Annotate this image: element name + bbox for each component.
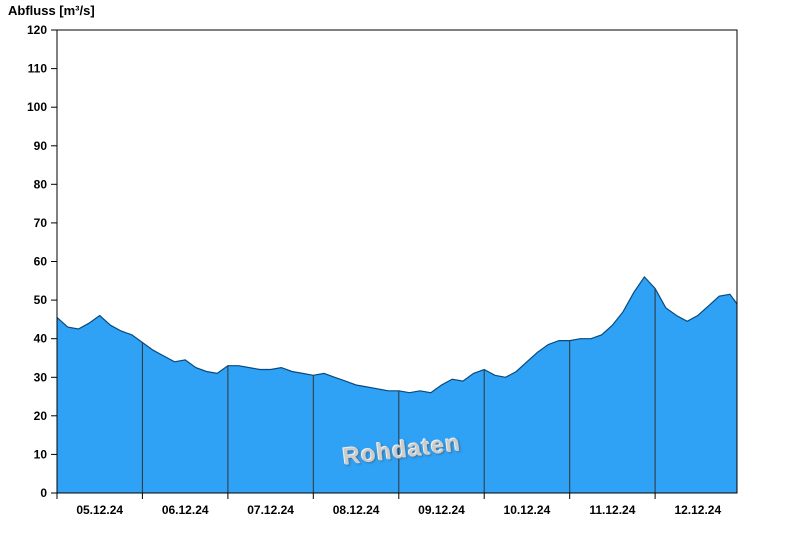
y-axis-tick-label: 40 bbox=[34, 332, 48, 346]
y-axis-tick-label: 80 bbox=[34, 177, 48, 191]
x-axis-tick-label: 10.12.24 bbox=[504, 503, 551, 517]
x-axis-tick-label: 05.12.24 bbox=[76, 503, 123, 517]
y-axis-tick-label: 10 bbox=[34, 447, 48, 461]
x-axis-tick-label: 11.12.24 bbox=[589, 503, 635, 517]
y-axis-tick-label: 50 bbox=[34, 293, 48, 307]
x-axis-tick-label: 06.12.24 bbox=[162, 503, 209, 517]
y-axis-tick-label: 20 bbox=[34, 409, 48, 423]
y-axis-tick-label: 120 bbox=[27, 23, 47, 37]
x-axis-tick-label: 09.12.24 bbox=[418, 503, 465, 517]
y-axis-tick-label: 90 bbox=[34, 139, 48, 153]
series-outline bbox=[56, 275, 738, 394]
y-axis-tick-label: 60 bbox=[34, 255, 48, 269]
x-axis-tick-label: 07.12.24 bbox=[247, 503, 294, 517]
y-axis-tick-label: 100 bbox=[27, 100, 47, 114]
chart-title: Abfluss [m³/s] bbox=[8, 3, 95, 18]
y-axis-tick-label: 30 bbox=[34, 370, 48, 384]
y-axis-tick-label: 70 bbox=[34, 216, 48, 230]
x-axis-tick-label: 12.12.24 bbox=[674, 503, 721, 517]
area-series-rohdaten bbox=[57, 276, 737, 493]
y-axis-tick-label: 110 bbox=[28, 62, 48, 76]
y-axis-tick-label: 0 bbox=[40, 486, 47, 500]
x-axis-tick-label: 08.12.24 bbox=[333, 503, 380, 517]
